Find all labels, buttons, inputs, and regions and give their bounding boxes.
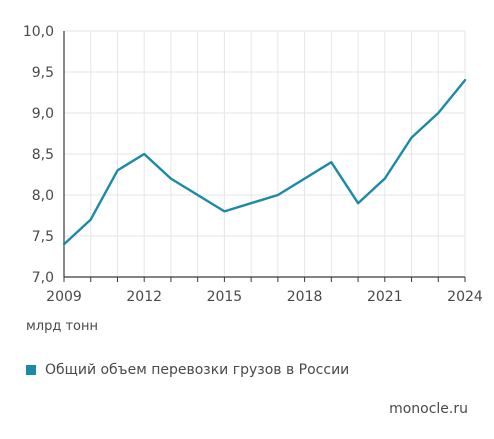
source-label: monocle.ru xyxy=(389,401,468,417)
legend-label: Общий объем перевозки грузов в России xyxy=(45,362,350,378)
x-tick-label: 2012 xyxy=(126,289,162,305)
y-tick-label: 7,0 xyxy=(32,270,54,286)
y-tick-label: 8,0 xyxy=(32,188,54,204)
series-layer xyxy=(62,78,467,246)
unit-label: млрд тонн xyxy=(26,319,99,334)
legend-swatch xyxy=(26,365,36,375)
x-tick-label: 2018 xyxy=(287,289,323,305)
series-line xyxy=(62,78,467,246)
y-tick-label: 7,5 xyxy=(32,229,54,245)
tick-labels: 7,0 7,5 8,0 8,5 9,0 9,5 10,0 2009 2012 2015 2018 20… xyxy=(23,24,483,305)
x-tick-label: 2015 xyxy=(207,289,243,305)
x-tick-label: 2021 xyxy=(367,289,403,305)
grid-lines xyxy=(63,30,466,278)
axis xyxy=(63,31,466,282)
line-chart: 7,0 7,5 8,0 8,5 9,0 9,5 10,0 2009 2012 2015 2018 20… xyxy=(23,24,483,305)
y-tick-label: 10,0 xyxy=(23,24,54,40)
legend: Общий объем перевозки грузов в России xyxy=(26,362,349,378)
x-tick-label: 2024 xyxy=(447,289,483,305)
x-tick-label: 2009 xyxy=(46,289,82,305)
y-tick-label: 8,5 xyxy=(32,147,54,163)
y-tick-label: 9,5 xyxy=(32,65,54,81)
y-tick-label: 9,0 xyxy=(32,106,54,122)
